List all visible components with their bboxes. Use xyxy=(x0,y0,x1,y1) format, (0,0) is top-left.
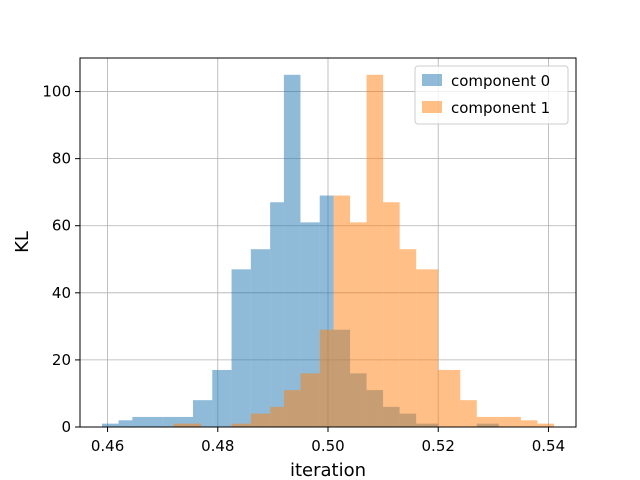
histogram-bar-component-1 xyxy=(537,423,554,427)
histogram-bar-component-0 xyxy=(250,249,271,427)
histogram-bar-component-1 xyxy=(333,195,351,427)
y-tick-label: 100 xyxy=(42,83,71,101)
histogram-bar-component-1 xyxy=(231,423,251,427)
histogram-bar-component-0 xyxy=(212,369,232,427)
x-axis-ticks: 0.46 0.48 0.50 0.52 0.54 xyxy=(91,427,565,455)
legend-label-component-0: component 0 xyxy=(451,72,550,90)
y-axis-title: KL xyxy=(12,231,33,253)
histogram-bar-component-0 xyxy=(102,423,119,427)
histogram-bar-component-1 xyxy=(300,373,320,427)
x-tick-label: 0.48 xyxy=(201,437,234,455)
y-tick-label: 0 xyxy=(61,418,71,436)
legend-swatch-component-0 xyxy=(422,74,442,86)
y-tick-label: 40 xyxy=(52,284,71,302)
histogram-bar-component-1 xyxy=(498,416,521,427)
histogram-bar-component-1 xyxy=(383,202,400,427)
histogram-bar-component-1 xyxy=(520,420,538,427)
x-axis-title: iteration xyxy=(290,460,366,480)
legend-label-component-1: component 1 xyxy=(451,99,550,117)
histogram-bar-component-1 xyxy=(399,249,417,427)
histogram-bar-component-0 xyxy=(283,74,301,427)
histogram-bars xyxy=(102,74,554,427)
histogram-bar-component-1 xyxy=(270,406,284,427)
histogram-bar-component-1 xyxy=(460,400,477,427)
legend-box xyxy=(414,65,569,125)
x-tick-label: 0.54 xyxy=(532,437,565,455)
histogram-bar-component-1 xyxy=(476,416,499,427)
legend-swatch-component-1 xyxy=(422,101,442,113)
x-tick-label: 0.46 xyxy=(91,437,124,455)
histogram-bar-component-1 xyxy=(366,74,384,427)
histogram-bar-component-1 xyxy=(438,369,461,427)
y-axis-ticks: 0 20 40 60 80 100 xyxy=(42,83,80,436)
histogram-bar-component-1 xyxy=(250,413,271,427)
histogram-bar-component-1 xyxy=(416,269,439,427)
histogram-bar-component-0 xyxy=(270,202,284,427)
histogram-bar-component-1 xyxy=(283,390,301,427)
y-tick-label: 60 xyxy=(52,217,71,235)
histogram-bar-component-0 xyxy=(231,269,251,427)
x-tick-label: 0.50 xyxy=(311,437,344,455)
y-tick-label: 20 xyxy=(52,351,71,369)
histogram-bar-component-0 xyxy=(192,400,213,427)
histogram-bar-component-1 xyxy=(173,423,202,427)
y-tick-label: 80 xyxy=(52,150,71,168)
histogram-bar-component-1 xyxy=(350,222,367,427)
x-tick-label: 0.52 xyxy=(422,437,455,455)
histogram-bar-component-0 xyxy=(118,420,133,427)
histogram-bar-component-0 xyxy=(132,416,163,427)
histogram-bar-component-0 xyxy=(162,416,193,427)
legend: component 0 component 1 xyxy=(414,65,569,125)
histogram-bar-component-1 xyxy=(319,329,334,427)
